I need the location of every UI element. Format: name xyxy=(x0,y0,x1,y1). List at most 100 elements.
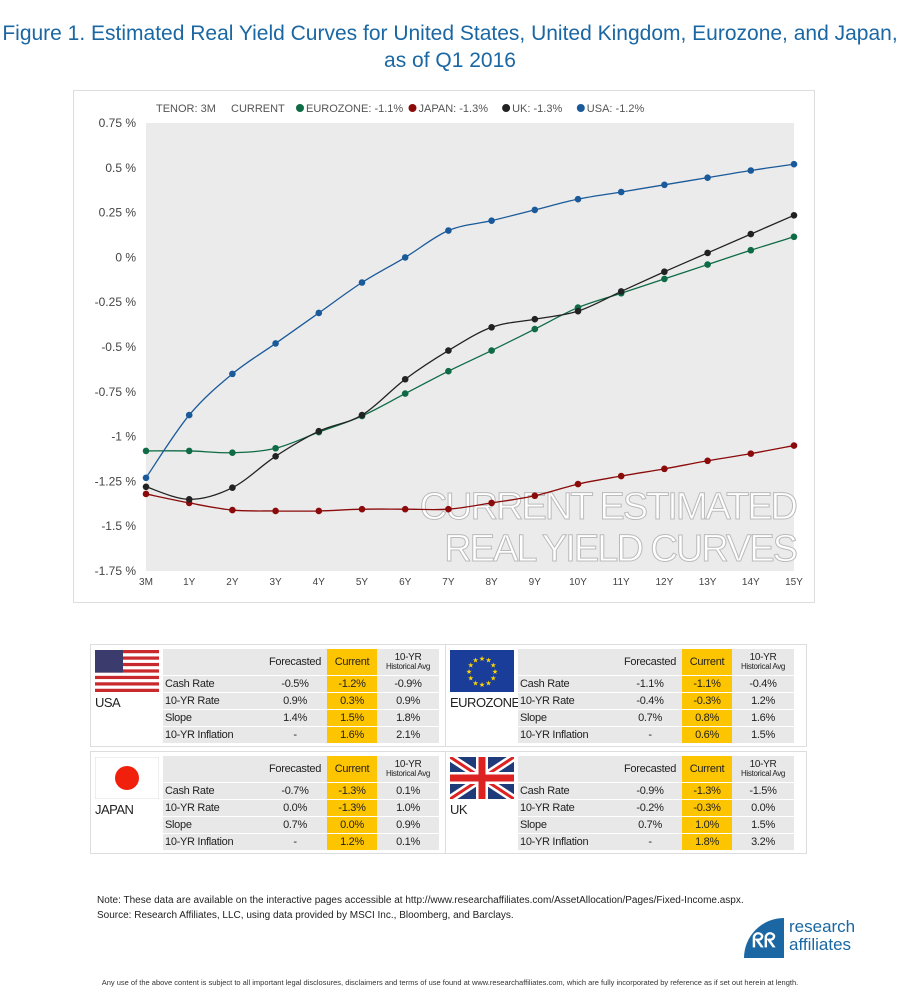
data-point-uk xyxy=(142,483,150,491)
x-tick-label: 15Y xyxy=(785,577,803,588)
col-current: Current xyxy=(682,756,732,783)
col-historical: 10-YR Historical Avg xyxy=(732,649,794,676)
cell: 10-YR Rate xyxy=(518,799,618,817)
cell: 0.9% xyxy=(377,692,439,710)
cell: -0.9% xyxy=(377,675,439,693)
data-point-japan xyxy=(142,490,150,498)
table-row: 10-YR Rate -0.2% -0.3% 0.0% xyxy=(518,799,794,817)
data-point-eurozone xyxy=(272,444,279,452)
cell: 1.6% xyxy=(732,709,794,727)
x-tick-label: 10Y xyxy=(569,577,587,588)
data-point-eurozone xyxy=(704,261,711,268)
col-current: Current xyxy=(327,649,377,676)
col-historical: 10-YR Historical Avg xyxy=(377,649,439,676)
data-point-usa xyxy=(142,474,150,482)
x-tick-label: 11Y xyxy=(613,577,630,588)
data-point-uk xyxy=(272,453,279,460)
data-point-usa xyxy=(661,181,668,189)
cell: 0.1% xyxy=(377,833,439,851)
x-tick-label: 5Y xyxy=(356,577,369,588)
data-point-uk xyxy=(488,323,495,331)
cell: 1.8% xyxy=(682,833,732,851)
y-tick-label: -1.75 % xyxy=(95,564,137,578)
cell: - xyxy=(263,833,327,851)
cell: -0.4% xyxy=(732,675,794,693)
x-tick-label: 12Y xyxy=(656,577,674,588)
cell: -1.3% xyxy=(682,782,732,800)
data-point-usa xyxy=(315,309,323,317)
cell: 0.7% xyxy=(263,816,327,834)
series-line-usa xyxy=(145,163,795,479)
col-historical: 10-YR Historical Avg xyxy=(732,756,794,783)
data-point-japan xyxy=(747,450,755,457)
data-point-japan xyxy=(229,506,236,514)
col-historical: 10-YR Historical Avg xyxy=(377,756,439,783)
data-point-uk xyxy=(401,375,409,383)
cell: Cash Rate xyxy=(163,782,263,800)
table-row: Slope 0.7% 0.8% 1.6% xyxy=(518,709,794,727)
svg-text:★: ★ xyxy=(472,657,478,665)
cell: -1.1% xyxy=(682,675,732,693)
data-point-usa xyxy=(790,160,798,168)
cell: 1.0% xyxy=(682,816,732,834)
data-point-japan xyxy=(272,507,279,515)
cell: Cash Rate xyxy=(518,782,618,800)
y-tick-label: -0.5 % xyxy=(101,340,136,354)
cell: 10-YR Inflation xyxy=(163,833,263,851)
data-point-uk xyxy=(531,315,539,323)
x-tick-label: 6Y xyxy=(399,577,412,588)
cell: -0.7% xyxy=(263,782,327,800)
data-point-uk xyxy=(790,211,798,219)
col-forecasted: Forecasted xyxy=(618,649,682,676)
cell: 0.8% xyxy=(682,709,732,727)
svg-text:★: ★ xyxy=(492,668,498,676)
data-point-eurozone xyxy=(790,233,798,241)
svg-text:★: ★ xyxy=(468,675,474,683)
data-point-eurozone xyxy=(531,325,539,333)
x-tick-label: 3M xyxy=(139,577,153,588)
data-point-japan xyxy=(661,465,668,473)
data-point-japan xyxy=(574,480,582,488)
cell: 10-YR Rate xyxy=(163,692,263,710)
svg-text:★: ★ xyxy=(468,662,474,670)
svg-text:★: ★ xyxy=(490,662,496,670)
legend-marker xyxy=(502,104,511,112)
svg-text:★: ★ xyxy=(479,655,485,663)
disclaimer: Any use of the above content is subject … xyxy=(101,978,799,987)
y-tick-label: -0.25 % xyxy=(95,295,137,309)
x-tick-label: 13Y xyxy=(699,577,717,588)
col-forecasted: Forecasted xyxy=(618,756,682,783)
legend-marker xyxy=(408,104,417,112)
cell: -0.5% xyxy=(263,675,327,693)
data-point-usa xyxy=(574,195,582,203)
data-point-usa xyxy=(445,227,452,234)
data-point-japan xyxy=(445,505,452,513)
cell: 0.9% xyxy=(377,816,439,834)
data-point-uk xyxy=(747,230,755,238)
table-row: 10-YR Inflation -1.2% 0.1% xyxy=(163,833,439,851)
data-point-eurozone xyxy=(185,447,193,455)
tenor-label: TENOR: 3M xyxy=(156,103,216,115)
legend-usa: USA: -1.2% xyxy=(587,103,645,115)
table-row: 10-YR Inflation -1.6% 2.1% xyxy=(163,726,439,744)
cell: 1.4% xyxy=(263,709,327,727)
table-row: Slope 0.7% 1.0% 1.5% xyxy=(518,816,794,834)
data-point-japan xyxy=(617,472,625,480)
country-name: JAPAN xyxy=(95,802,134,817)
table-row: Slope 0.7% 0.0% 0.9% xyxy=(163,816,439,834)
data-point-eurozone xyxy=(747,246,755,254)
svg-text:★: ★ xyxy=(479,681,485,689)
table-row: 10-YR Rate 0.9% 0.3% 0.9% xyxy=(163,692,439,710)
series-line-japan xyxy=(145,444,795,512)
x-tick-label: 9Y xyxy=(529,577,542,588)
data-point-eurozone xyxy=(142,447,150,455)
y-tick-label: -1.25 % xyxy=(95,474,137,488)
series-line-eurozone xyxy=(145,236,795,454)
data-point-japan xyxy=(531,492,539,500)
cell: 0.0% xyxy=(732,799,794,817)
source-text: Source: Research Affiliates, LLC, using … xyxy=(97,910,514,921)
y-tick-label: -1 % xyxy=(111,430,136,444)
cell: Slope xyxy=(518,816,618,834)
y-tick-label: 0.5 % xyxy=(105,161,136,175)
